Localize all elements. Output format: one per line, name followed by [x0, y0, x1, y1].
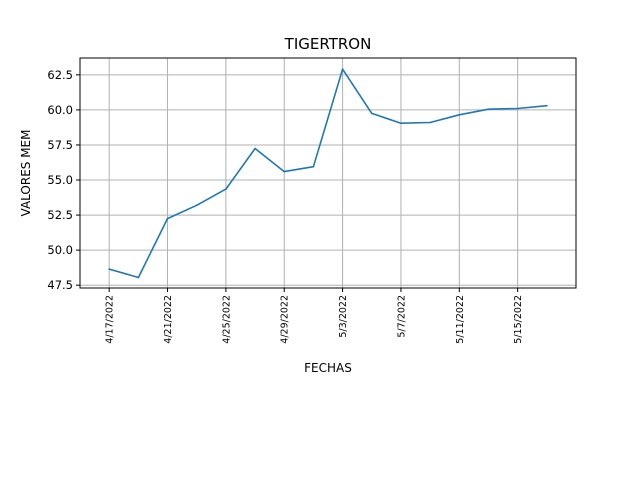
x-tick-label: 5/15/2022	[513, 295, 524, 344]
data-point	[283, 170, 286, 173]
data-point	[254, 147, 256, 150]
x-tick-label: 4/29/2022	[280, 295, 291, 344]
data-point	[341, 68, 344, 70]
data-point	[166, 217, 169, 220]
y-tick-label: 62.5	[47, 68, 73, 82]
y-tick-label: 50.0	[47, 243, 73, 257]
y-axis-label: VALORES MEM	[19, 130, 33, 217]
y-tick-label: 52.5	[47, 208, 73, 222]
grid-lines	[80, 58, 576, 288]
data-point	[312, 165, 315, 168]
chart-title: TIGERTRON	[284, 35, 372, 53]
x-tick-label: 5/11/2022	[455, 295, 466, 344]
data-point	[108, 268, 110, 270]
data-point	[400, 122, 402, 124]
x-axis-ticks: 4/17/2022 4/21/2022 4/25/2022 4/29/2022 5/3/…	[105, 288, 524, 344]
data-point	[371, 112, 373, 115]
y-tick-label: 47.5	[47, 278, 73, 292]
x-axis-label: FECHAS	[304, 361, 352, 375]
series-line	[108, 68, 548, 279]
x-tick-label: 4/25/2022	[221, 295, 232, 344]
y-tick-label: 55.0	[47, 173, 73, 187]
data-point	[487, 108, 490, 110]
plot-area-frame	[79, 57, 577, 289]
data-point	[225, 188, 227, 190]
data-point	[195, 204, 198, 207]
y-tick-label: 57.5	[47, 138, 73, 152]
y-axis-ticks: 47.5 50.0 52.5 55.0 57.5 60.0 62.5	[47, 68, 80, 292]
data-point	[458, 114, 461, 116]
y-tick-label: 60.0	[47, 103, 73, 117]
series-layer	[108, 68, 548, 279]
data-point	[546, 104, 548, 107]
x-tick-label: 5/3/2022	[338, 295, 349, 338]
x-tick-label: 4/21/2022	[163, 295, 174, 344]
x-tick-label: 4/17/2022	[105, 295, 116, 344]
data-point	[516, 107, 519, 110]
x-tick-label: 5/7/2022	[396, 295, 407, 338]
data-point	[429, 121, 431, 124]
data-point	[137, 276, 140, 279]
